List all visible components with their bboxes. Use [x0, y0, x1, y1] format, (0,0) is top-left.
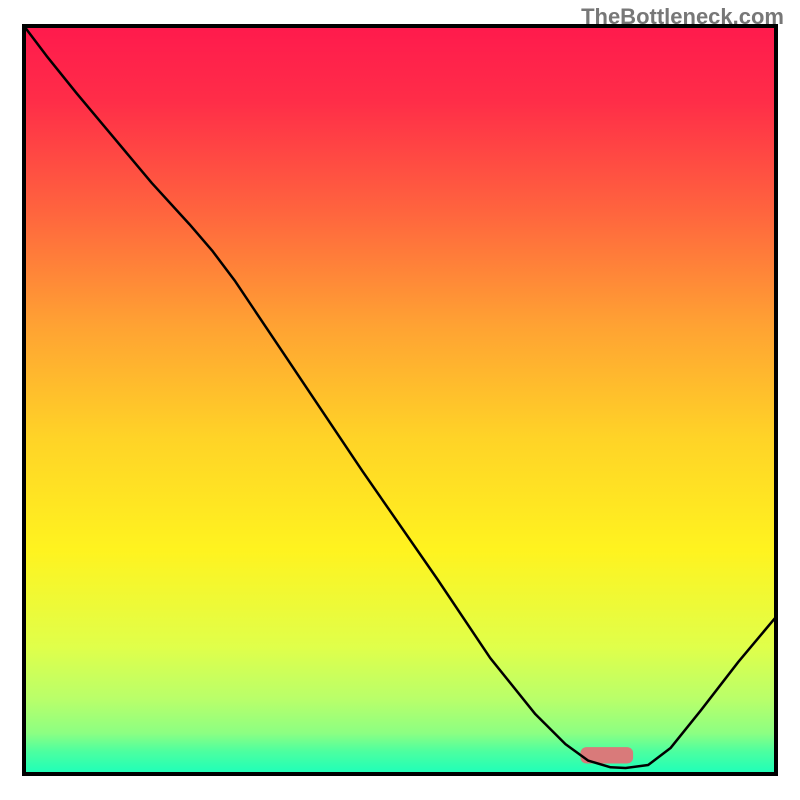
gradient-background: [24, 26, 776, 774]
bottleneck-chart: [0, 0, 800, 800]
watermark-text: TheBottleneck.com: [581, 4, 784, 30]
